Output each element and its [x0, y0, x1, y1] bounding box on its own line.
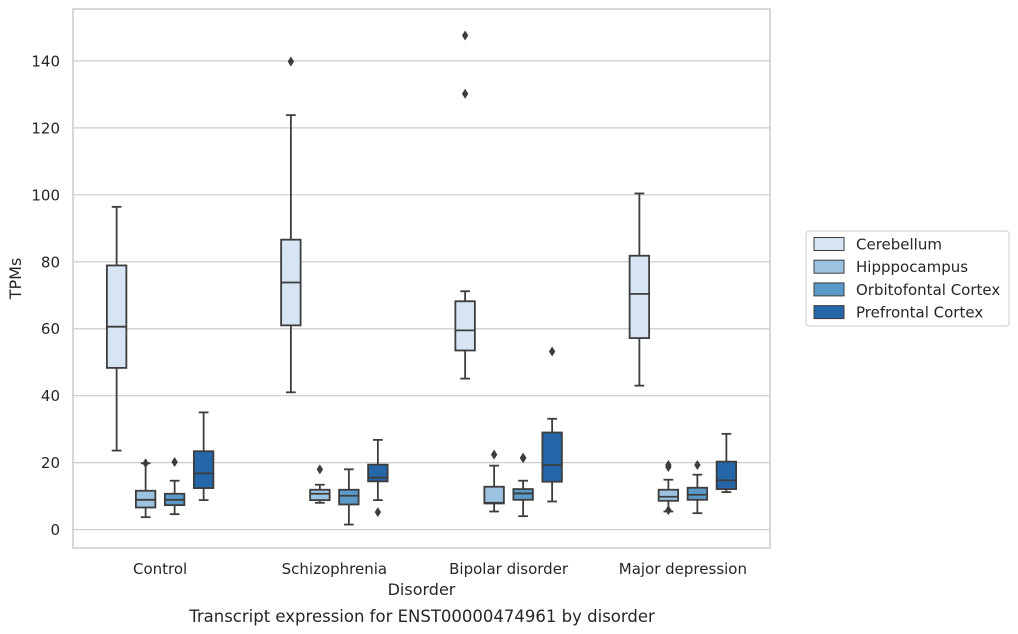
legend-label: Hipppocampus — [856, 258, 968, 276]
legend-label: Orbitofontal Cortex — [856, 281, 1000, 299]
box-orbitofontal-cortex — [512, 452, 534, 518]
box-iqr — [512, 488, 534, 501]
box-orbitofontal-cortex — [686, 459, 709, 515]
box-iqr — [686, 486, 709, 501]
x-tick-label: Major depression — [619, 560, 747, 578]
x-axis-label: Disorder — [388, 580, 456, 599]
y-tick-label: 20 — [41, 454, 60, 472]
outlier-point — [694, 459, 701, 470]
box-iqr — [192, 450, 215, 489]
box-hipppocampus — [483, 449, 505, 513]
y-tick-label: 40 — [41, 387, 60, 405]
y-tick-label: 80 — [41, 253, 60, 271]
box-iqr — [367, 463, 389, 483]
outlier-point — [142, 458, 149, 469]
y-axis-label: TPMs — [6, 258, 25, 301]
legend-label: Prefrontal Cortex — [856, 304, 983, 322]
box-iqr — [541, 431, 563, 483]
y-tick-label: 140 — [31, 52, 60, 70]
y-tick-label: 120 — [31, 119, 60, 137]
outlier-point — [665, 459, 672, 470]
outlier-point — [490, 449, 498, 460]
figure-caption: Transcript expression for ENST0000047496… — [188, 607, 655, 626]
box-iqr — [628, 254, 651, 339]
box-hipppocampus — [309, 464, 331, 504]
legend-swatch — [813, 259, 845, 274]
x-tick-labels: Control Schizophrenia Bipolar disorder Majo… — [133, 560, 747, 578]
outlier-point — [548, 346, 556, 357]
legend-swatch — [813, 237, 845, 251]
box-iqr — [657, 488, 680, 502]
legend: Cerebellum Hipppocampus Orbitofontal Corte… — [805, 230, 1010, 327]
grid-lines — [73, 60, 770, 531]
box-prefrontal-cortex — [367, 438, 389, 518]
box-prefrontal-cortex — [192, 411, 215, 502]
outlier-point — [665, 505, 672, 516]
box-iqr — [338, 488, 360, 506]
y-tick-label: 0 — [50, 521, 60, 539]
legend-item: Orbitofontal Cortex — [813, 281, 1000, 299]
box-orbitofontal-cortex — [338, 468, 360, 526]
outlier-point — [316, 464, 324, 475]
box-hipppocampus — [134, 458, 157, 519]
x-tick-label: Bipolar disorder — [449, 560, 569, 578]
legend-item: Prefrontal Cortex — [813, 304, 983, 322]
box-iqr — [715, 460, 738, 490]
legend-label: Cerebellum — [856, 236, 942, 254]
legend-swatch — [813, 305, 845, 320]
outlier-point — [519, 452, 527, 463]
box-cerebellum — [105, 205, 128, 452]
outlier-point — [171, 456, 178, 467]
x-tick-label: Control — [133, 560, 187, 578]
box-hipppocampus — [657, 459, 680, 516]
box-cerebellum — [454, 30, 476, 380]
outlier-point — [461, 88, 469, 99]
box-prefrontal-cortex — [715, 432, 738, 493]
box-iqr — [483, 485, 505, 505]
legend-item: Hipppocampus — [813, 258, 968, 276]
y-tick-labels: 0 20 40 60 80 100 120 140 — [31, 52, 60, 539]
legend-item: Cerebellum — [813, 236, 942, 254]
outlier-point — [461, 30, 469, 41]
box-plots — [105, 30, 738, 526]
box-prefrontal-cortex — [541, 346, 563, 503]
y-tick-label: 100 — [31, 186, 60, 204]
outlier-point — [287, 56, 295, 67]
box-cerebellum — [628, 192, 651, 387]
plot-frame — [72, 8, 771, 549]
outlier-point — [374, 507, 382, 518]
x-tick-label: Schizophrenia — [282, 560, 387, 578]
box-cerebellum — [280, 56, 302, 394]
box-orbitofontal-cortex — [163, 456, 186, 516]
legend-frame — [805, 230, 1010, 327]
box-iqr — [454, 300, 476, 352]
legend-swatch — [813, 282, 845, 297]
box-iqr — [309, 488, 331, 502]
y-tick-label: 60 — [41, 320, 60, 338]
box-iqr — [105, 264, 128, 369]
